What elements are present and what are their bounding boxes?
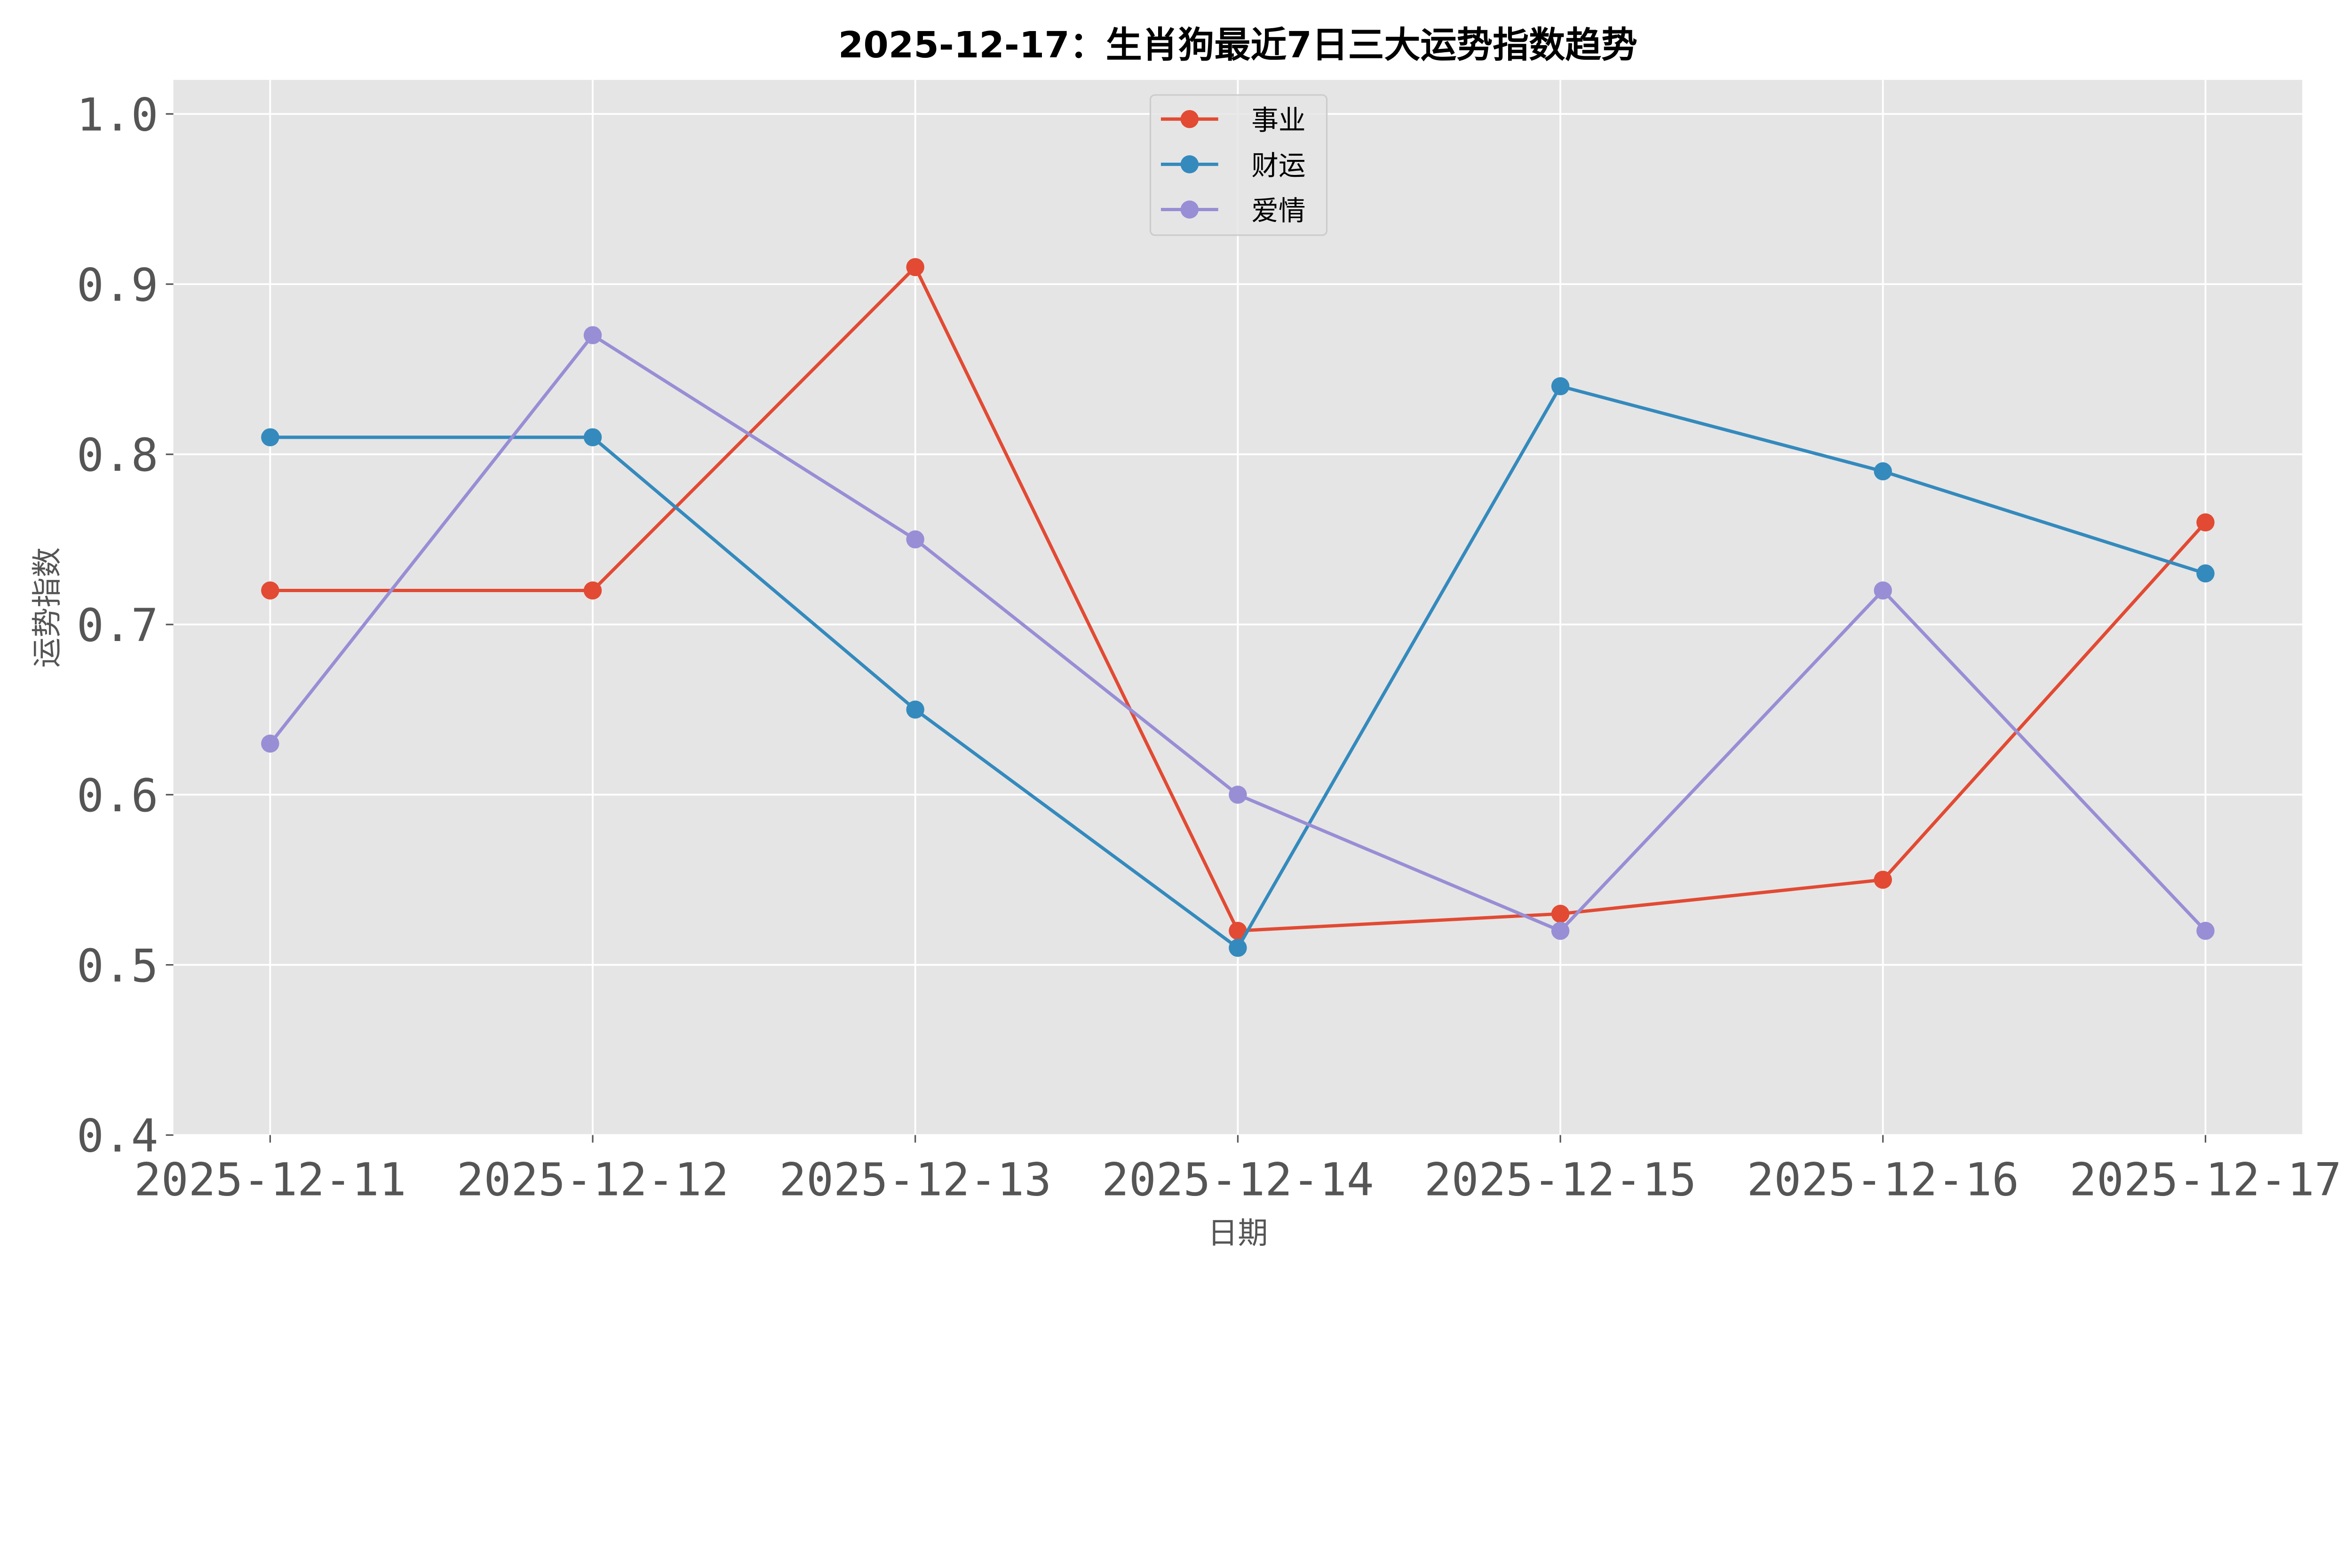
legend-marker	[1180, 110, 1199, 128]
data-point	[583, 581, 602, 600]
x-tick-label: 2025-12-15	[1424, 1154, 1697, 1206]
y-tick-label: 0.6	[77, 769, 159, 822]
data-point	[1551, 377, 1570, 396]
data-point	[583, 326, 602, 344]
y-tick-label: 0.7	[77, 599, 159, 652]
data-point	[1229, 785, 1247, 804]
x-tick-label: 2025-12-17	[2069, 1154, 2342, 1206]
series-group	[261, 258, 2215, 957]
data-point	[1874, 581, 1892, 600]
data-point	[2196, 564, 2215, 583]
legend-label: 财运	[1251, 150, 1305, 182]
y-tick-label: 0.8	[77, 429, 159, 482]
x-tick-label: 2025-12-11	[134, 1154, 406, 1206]
legend-label: 事业	[1251, 104, 1305, 136]
data-point	[583, 428, 602, 447]
x-tick-label: 2025-12-16	[1747, 1154, 2019, 1206]
data-point	[2196, 921, 2215, 940]
legend-marker	[1180, 200, 1199, 219]
legend-box	[1149, 94, 1328, 236]
chart-title: 2025-12-17：生肖狗最近7日三大运势指数趋势	[838, 24, 1637, 66]
data-point	[1229, 921, 1247, 940]
data-point	[906, 700, 924, 719]
x-axis-label: 日期	[1208, 1216, 1268, 1251]
y-axis-label: 运势指数	[30, 547, 65, 667]
data-point	[261, 581, 279, 600]
legend-marker	[1180, 155, 1199, 174]
axis-ticks: 2025-12-11 2025-12-12 2025-12-13 2025-12-14…	[77, 89, 2342, 1206]
x-tick-label: 2025-12-13	[779, 1154, 1051, 1206]
y-tick-label: 0.5	[77, 940, 159, 992]
data-point	[906, 258, 924, 277]
y-tick-label: 0.9	[77, 259, 159, 311]
data-point	[2196, 513, 2215, 531]
data-point	[1551, 904, 1570, 923]
data-point	[261, 734, 279, 753]
x-tick-label: 2025-12-14	[1102, 1154, 1374, 1206]
data-point	[1551, 921, 1570, 940]
legend-label: 爱情	[1251, 195, 1305, 227]
data-point	[1874, 871, 1892, 889]
line-chart: 2025-12-17：生肖狗最近7日三大运势指数趋势 2025-12-11 202…	[30, 24, 2342, 1251]
data-point	[906, 530, 924, 549]
data-point	[1229, 939, 1247, 957]
data-point	[261, 428, 279, 447]
y-tick-label: 1.0	[77, 89, 159, 142]
y-tick-label: 0.4	[77, 1110, 159, 1163]
x-tick-label: 2025-12-12	[457, 1154, 729, 1206]
data-point	[1874, 462, 1892, 481]
